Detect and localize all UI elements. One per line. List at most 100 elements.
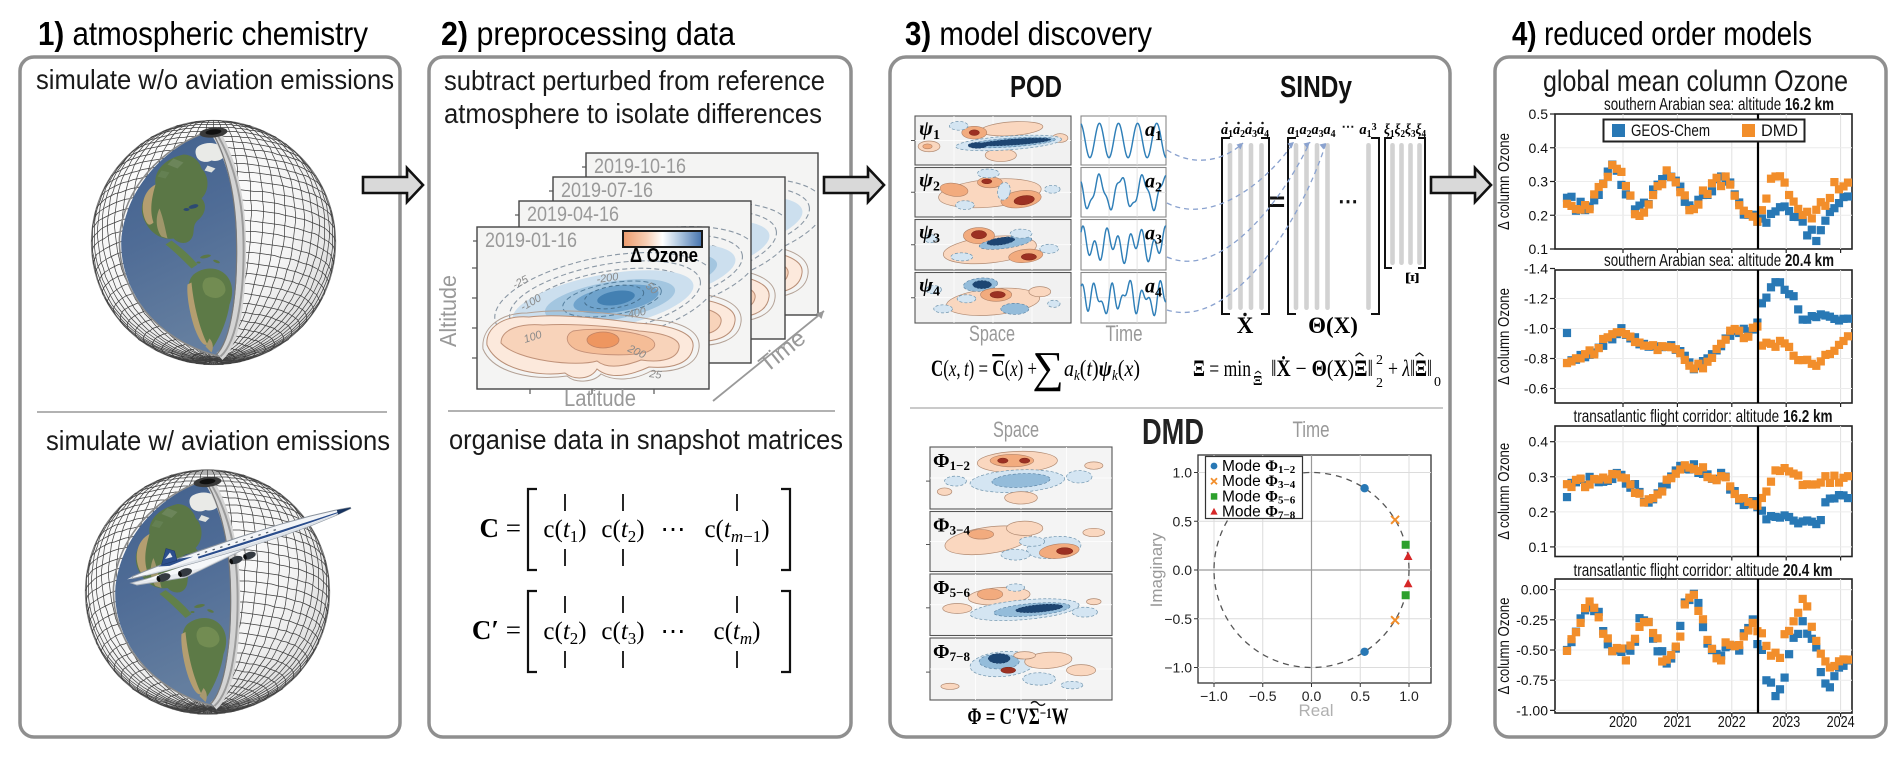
svg-text:3) model discovery: 3) model discovery <box>905 15 1152 52</box>
svg-text:global mean column Ozone: global mean column Ozone <box>1543 65 1848 98</box>
svg-text:subtract perturbed from refere: subtract perturbed from reference <box>444 65 825 96</box>
svg-text:simulate w/o aviation emission: simulate w/o aviation emissions <box>36 64 394 95</box>
svg-text:2024: 2024 <box>1827 714 1855 731</box>
svg-text:2021: 2021 <box>1663 714 1691 731</box>
svg-text:−1.0: −1.0 <box>1200 688 1228 704</box>
svg-text:−1.0: −1.0 <box>1164 660 1192 676</box>
svg-text:Ξ: Ξ <box>1401 272 1422 285</box>
svg-text:0.4: 0.4 <box>1529 140 1549 156</box>
svg-text:1.0: 1.0 <box>1399 688 1419 704</box>
svg-text:0.1: 0.1 <box>1529 241 1549 257</box>
svg-text:Time: Time <box>1293 417 1330 442</box>
svg-text:organise data in snapshot matr: organise data in snapshot matrices <box>449 424 843 455</box>
svg-text:Δ column Ozone: Δ column Ozone <box>1496 598 1513 695</box>
svg-text:2: 2 <box>1376 353 1383 368</box>
svg-text:Ξ = min: Ξ = min <box>1193 356 1251 381</box>
svg-text:-1.2: -1.2 <box>1524 291 1548 307</box>
svg-text:Latitude: Latitude <box>564 385 636 411</box>
svg-text:simulate w/ aviation emissions: simulate w/ aviation emissions <box>46 425 390 456</box>
svg-text:Δ column Ozone: Δ column Ozone <box>1496 443 1513 540</box>
svg-text:2023: 2023 <box>1772 714 1800 731</box>
svg-text:0.1: 0.1 <box>1529 539 1549 555</box>
svg-text:0.4: 0.4 <box>1529 434 1549 450</box>
svg-text:0: 0 <box>1434 375 1441 390</box>
svg-text:ak(t)ψk(x): ak(t)ψk(x) <box>1064 356 1140 384</box>
svg-text:⋯: ⋯ <box>1342 119 1355 134</box>
svg-text:C′ =: C′ = <box>472 615 521 645</box>
svg-text:c(t3): c(t3) <box>601 618 644 648</box>
svg-text:2020: 2020 <box>1609 714 1637 731</box>
svg-text:2019-07-16: 2019-07-16 <box>561 179 653 202</box>
svg-text:POD: POD <box>1010 69 1062 104</box>
svg-text:2022: 2022 <box>1718 714 1746 731</box>
svg-text:0.00: 0.00 <box>1521 582 1548 598</box>
svg-text:1.0: 1.0 <box>1173 465 1193 481</box>
svg-text:−0.5: −0.5 <box>1249 688 1277 704</box>
svg-text:‖Ẋ − Θ(X)Ξ‖: ‖Ẋ − Θ(X)Ξ‖ <box>1271 356 1373 381</box>
svg-text:Φ = C′VΣ−1W: Φ = C′VΣ−1W <box>968 704 1069 729</box>
svg-text:−0.5: −0.5 <box>1164 611 1192 627</box>
svg-text:a13: a13 <box>1359 122 1376 140</box>
svg-text:-1.00: -1.00 <box>1516 702 1548 718</box>
svg-text:DMD: DMD <box>1761 121 1798 140</box>
svg-text:c(tm−1): c(tm−1) <box>704 516 769 546</box>
svg-text:Space: Space <box>993 417 1039 442</box>
svg-text:-0.25: -0.25 <box>1516 612 1548 628</box>
svg-text:0.5: 0.5 <box>1351 688 1371 704</box>
svg-text:⋯: ⋯ <box>661 516 686 543</box>
svg-text:Real: Real <box>1299 701 1334 720</box>
svg-text:0.3: 0.3 <box>1529 174 1549 190</box>
svg-text:0.3: 0.3 <box>1529 469 1549 485</box>
svg-text:southern Arabian sea: altitude: southern Arabian sea: altitude 16.2 km <box>1604 94 1834 114</box>
svg-text:c(t2): c(t2) <box>601 516 644 546</box>
svg-text:-0.75: -0.75 <box>1516 672 1548 688</box>
svg-text:GEOS-Chem: GEOS-Chem <box>1631 121 1710 140</box>
svg-text:0.0: 0.0 <box>1173 562 1193 578</box>
svg-text:+ λ‖Ξ‖: + λ‖Ξ‖ <box>1388 356 1432 381</box>
svg-text:Mode Φ5−6: Mode Φ5−6 <box>1222 488 1296 506</box>
svg-text:SINDy: SINDy <box>1280 69 1353 104</box>
svg-text:Mode Φ7−8: Mode Φ7−8 <box>1222 504 1296 522</box>
svg-text:2019-01-16: 2019-01-16 <box>485 229 577 252</box>
svg-text:C =: C = <box>480 513 521 543</box>
svg-text:Δ column Ozone: Δ column Ozone <box>1496 133 1513 230</box>
svg-text:2019-04-16: 2019-04-16 <box>527 203 619 226</box>
svg-text:Θ(X): Θ(X) <box>1308 313 1358 338</box>
svg-text:2) preprocessing data: 2) preprocessing data <box>441 15 736 52</box>
svg-text:Δ column Ozone: Δ column Ozone <box>1496 288 1513 385</box>
svg-text:Space: Space <box>969 321 1015 346</box>
svg-text:c(tm): c(tm) <box>714 618 761 648</box>
svg-text:Δ Ozone: Δ Ozone <box>630 245 698 267</box>
svg-text:1) atmospheric chemistry: 1) atmospheric chemistry <box>38 15 368 52</box>
svg-text:2019-10-16: 2019-10-16 <box>594 155 686 178</box>
svg-text:transatlantic flight corridor:: transatlantic flight corridor: altitude … <box>1574 560 1833 580</box>
svg-text:southern Arabian sea: altitude: southern Arabian sea: altitude 20.4 km <box>1604 250 1834 270</box>
svg-text:Altitude: Altitude <box>435 275 461 347</box>
svg-text:c(t2): c(t2) <box>543 618 586 648</box>
svg-text:∑: ∑ <box>1032 343 1063 392</box>
svg-text:X: X <box>1237 313 1254 338</box>
svg-text:C(x, t) = C(x) +: C(x, t) = C(x) + <box>931 356 1037 381</box>
svg-text:ξ1ξ2ξ3ξ4: ξ1ξ2ξ3ξ4 <box>1384 122 1426 140</box>
svg-text:Imaginary: Imaginary <box>1147 532 1166 607</box>
svg-text:Time: Time <box>1106 321 1143 346</box>
svg-text:transatlantic flight corridor:: transatlantic flight corridor: altitude … <box>1574 406 1833 426</box>
svg-text:0.0: 0.0 <box>1302 688 1322 704</box>
svg-text:⋯: ⋯ <box>1338 191 1358 213</box>
svg-text:0.5: 0.5 <box>1529 106 1549 122</box>
svg-text:-0.8: -0.8 <box>1524 351 1548 367</box>
svg-text:DMD: DMD <box>1142 411 1204 452</box>
svg-text:Mode Φ3−4: Mode Φ3−4 <box>1222 473 1296 491</box>
svg-text:=: = <box>1269 186 1285 217</box>
svg-text:-1.4: -1.4 <box>1524 261 1548 277</box>
svg-text:Ξ: Ξ <box>1253 374 1262 389</box>
svg-text:0.2: 0.2 <box>1529 504 1549 520</box>
svg-text:0.2: 0.2 <box>1529 207 1549 223</box>
svg-text:4) reduced order models: 4) reduced order models <box>1512 15 1812 52</box>
svg-text:a1a2a3a4: a1a2a3a4 <box>1288 122 1336 140</box>
svg-text:c(t1): c(t1) <box>543 516 586 546</box>
svg-text:Mode Φ1−2: Mode Φ1−2 <box>1222 458 1296 476</box>
svg-text:-0.6: -0.6 <box>1524 381 1548 397</box>
svg-text:2: 2 <box>1376 376 1383 391</box>
svg-text:-0.50: -0.50 <box>1516 642 1548 658</box>
